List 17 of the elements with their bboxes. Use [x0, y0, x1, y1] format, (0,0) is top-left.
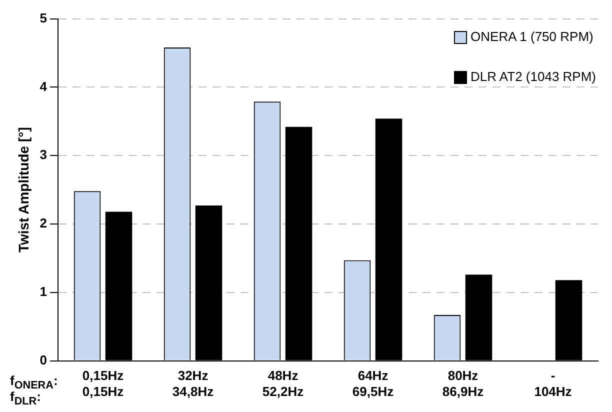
x-tick-label: 64Hz 69,5Hz: [352, 368, 394, 399]
y-axis-title: Twist Amplitude [°]: [15, 127, 32, 252]
x-tick-label: 80Hz 86,9Hz: [442, 368, 484, 399]
y-tick-label: 5: [40, 10, 48, 26]
y-tick-label: 1: [40, 284, 48, 299]
x-tick-label: 48Hz 52,2Hz: [262, 368, 304, 399]
x-tick-label: 32Hz 34,8Hz: [172, 368, 214, 399]
legend-label: DLR AT2 (1043 RPM): [470, 68, 596, 86]
text: f$_{ONERA}$:: [10, 373, 58, 392]
x-tick-label: - 104Hz: [534, 368, 572, 399]
y-tick-label: 0: [40, 352, 48, 368]
y-tick-label: 4: [40, 78, 48, 94]
legend-label: ONERA 1 (750 RPM): [470, 28, 594, 46]
y-tick-label: 2: [40, 216, 48, 231]
y-tick-label: 3: [40, 147, 48, 162]
x-tick-label: 0,15Hz 0,15Hz: [82, 368, 124, 399]
text: f$_{DLR}$:: [10, 389, 41, 410]
